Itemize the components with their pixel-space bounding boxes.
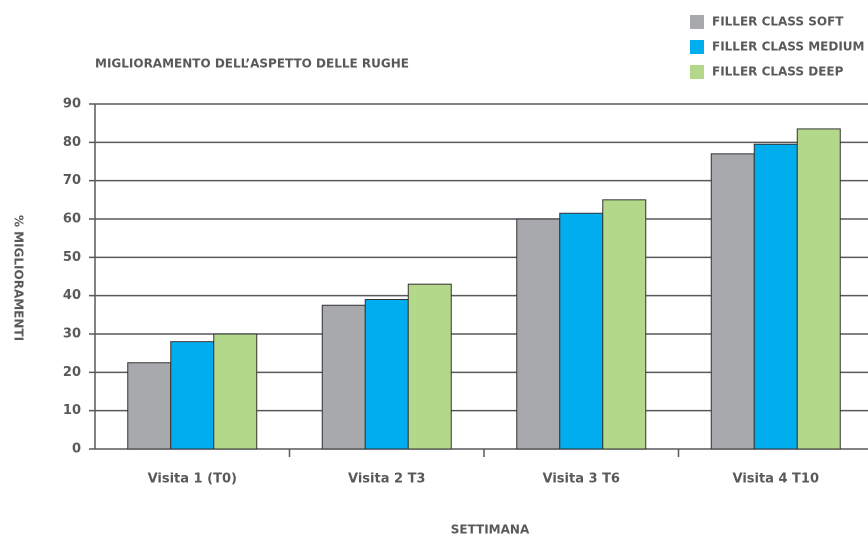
legend-label: FILLER CLASS MEDIUM [712, 40, 864, 54]
x-tick-label: Visita 4 T10 [732, 472, 819, 487]
bar [602, 199, 647, 450]
legend-swatch [690, 65, 704, 79]
legend-swatch [690, 40, 704, 54]
bar [321, 304, 366, 450]
x-axis-label: SETTIMANA [451, 523, 530, 537]
chart-title: MIGLIORAMENTO DELL’ASPETTO DELLE RUGHE [95, 57, 409, 71]
y-tick-label: 10 [63, 403, 81, 418]
y-tick-label: 60 [63, 212, 81, 227]
y-tick-label: 80 [63, 135, 81, 150]
x-tick-label: Visita 3 T6 [543, 472, 620, 487]
legend-label: FILLER CLASS DEEP [712, 65, 844, 79]
legend-swatch [690, 15, 704, 29]
y-tick-label: 50 [63, 250, 81, 265]
y-tick-label: 40 [63, 288, 81, 303]
x-tick-label: Visita 1 (T0) [148, 472, 237, 487]
bar [796, 128, 841, 450]
bar [753, 143, 798, 450]
y-tick-label: 20 [63, 365, 81, 380]
bar [364, 299, 409, 450]
y-tick-label: 70 [63, 173, 81, 188]
bar [710, 153, 755, 450]
legend-label: FILLER CLASS SOFT [712, 15, 844, 29]
bar [559, 212, 604, 450]
x-tick-label: Visita 2 T3 [348, 472, 425, 487]
bar [127, 362, 172, 450]
y-tick-label: 30 [63, 327, 81, 342]
y-tick-label: 0 [72, 442, 81, 457]
y-axis-label: % MIGLIORAMENTI [12, 215, 26, 341]
bar [407, 283, 452, 450]
bar [516, 218, 561, 450]
bar [213, 333, 258, 450]
y-tick-label: 90 [63, 97, 81, 112]
bar [170, 341, 215, 450]
